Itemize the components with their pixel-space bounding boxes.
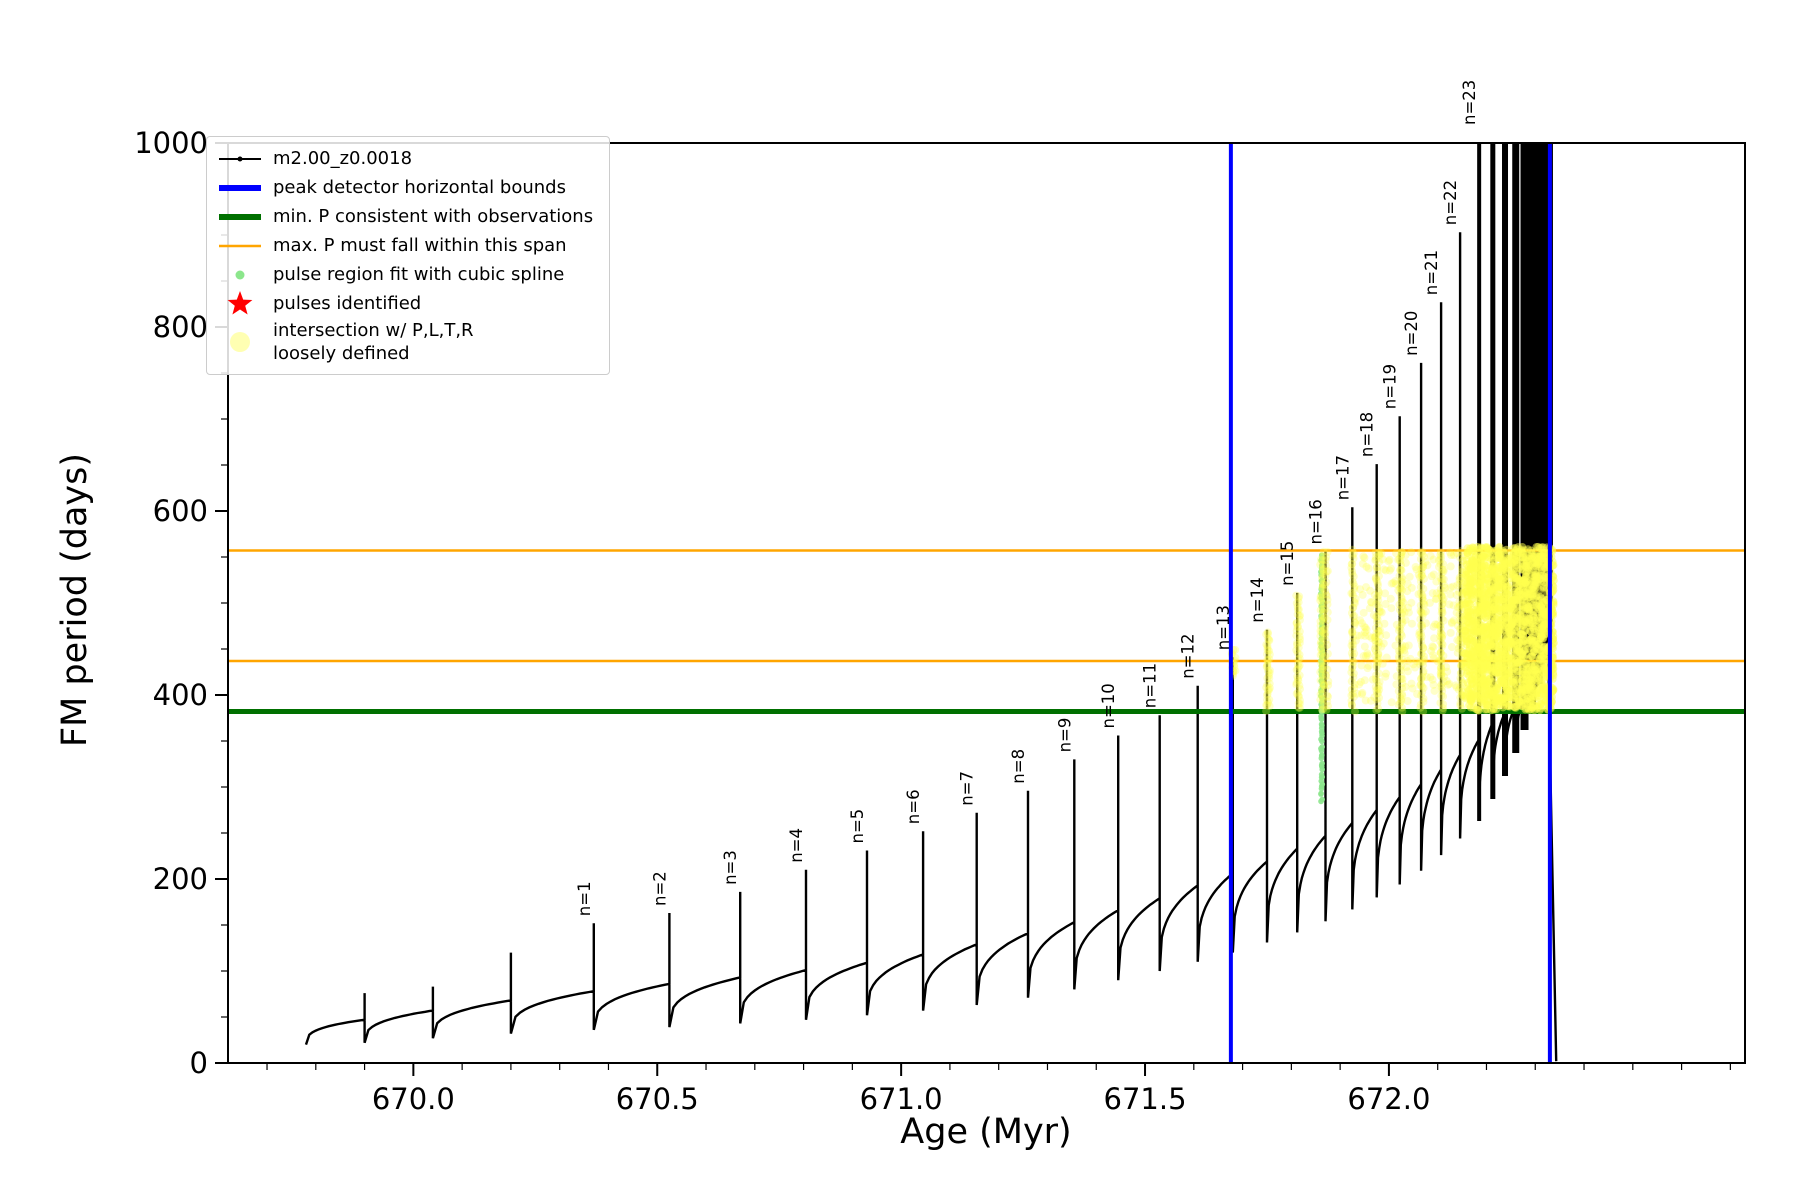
pulse-label: n=11 (1141, 663, 1160, 708)
star-legend-glyph (227, 291, 253, 315)
intersection-points (1227, 542, 1558, 716)
legend-label: peak detector horizontal bounds (273, 177, 566, 199)
pulse-labels: n=1 n=2 n=3 n=4 n=5 n=6 n=7 n=8 n=9 n=10 n=11 n=12 n… (575, 80, 1479, 916)
dot-small-legend-glyph (235, 270, 245, 280)
pulse-label: n=4 (787, 828, 806, 863)
line-legend-glyph (219, 244, 261, 248)
legend-item: max. P must fall within this span (217, 232, 593, 260)
legend-label: min. P consistent with observations (273, 206, 594, 228)
legend-item: pulse region fit with cubic spline (217, 261, 593, 289)
axis-tick-labels: 670.0 670.5 671.0 671.5 672.0 0 200 400 600 800 10… (134, 126, 1430, 1116)
pulse-label: n=21 (1422, 250, 1441, 295)
line-dot-legend-glyph (219, 156, 261, 162)
pulse-label: n=3 (721, 850, 740, 885)
plot-spines (227, 142, 1746, 1064)
x-tick-label: 671.5 (1104, 1082, 1187, 1116)
x-tick-label: 672.0 (1347, 1082, 1430, 1116)
pulse-label: n=20 (1402, 311, 1421, 356)
x-tick-label: 670.5 (616, 1082, 699, 1116)
y-tick-label: 600 (153, 494, 208, 528)
y-tick-label: 200 (153, 862, 208, 896)
pulse-label: n=18 (1358, 412, 1377, 457)
pulse-label: n=2 (650, 871, 669, 906)
pulse-label: n=17 (1333, 455, 1352, 500)
legend-label: m2.00_z0.0018 (273, 148, 413, 170)
y-tick-label: 800 (153, 310, 208, 344)
x-tick-label: 670.0 (372, 1082, 455, 1116)
legend-item: min. P consistent with observations (217, 203, 593, 231)
legend-label: pulses identified (273, 293, 422, 315)
y-tick-label: 0 (190, 1046, 208, 1080)
legend-item: intersection w/ P,L,T,R loosely defined (217, 319, 593, 366)
dot-large-legend-glyph (230, 332, 250, 353)
pulse-label: n=14 (1248, 577, 1267, 622)
thick-line-legend-glyph (219, 214, 261, 220)
legend-item: m2.00_z0.0018 (217, 145, 593, 173)
legend-item: pulses identified (217, 290, 593, 318)
thick-line-legend-glyph (219, 185, 261, 191)
series-line (304, 143, 1558, 1062)
pulse-label: n=15 (1278, 541, 1297, 586)
y-axis-label: FM period (days) (55, 453, 95, 747)
legend-label: max. P must fall within this span (273, 235, 567, 257)
legend-label: intersection w/ P,L,T,R loosely defined (273, 320, 474, 365)
y-tick-label: 1000 (134, 126, 208, 160)
pulse-label: n=8 (1009, 749, 1028, 784)
legend-item: peak detector horizontal bounds (217, 174, 593, 202)
pulse-label: n=23 (1460, 80, 1479, 125)
pulse-label: n=5 (848, 809, 867, 844)
pulse-label: n=22 (1441, 180, 1460, 225)
pulse-label: n=12 (1179, 634, 1198, 679)
pulse-label: n=13 (1214, 605, 1233, 650)
pulse-label: n=19 (1381, 364, 1400, 409)
legend-label-line2: loosely defined (273, 343, 410, 365)
pulse-label: n=10 (1099, 683, 1118, 728)
pulse-label: n=7 (958, 771, 977, 806)
pulse-label: n=16 (1307, 499, 1326, 544)
spline-fit-points (1318, 552, 1326, 805)
pulse-label: n=1 (575, 881, 594, 916)
x-axis-label: Age (Myr) (900, 1112, 1072, 1152)
x-tick-label: 671.0 (860, 1082, 943, 1116)
pulse-label: n=9 (1055, 718, 1074, 753)
legend-label: pulse region fit with cubic spline (273, 264, 565, 286)
y-tick-label: 400 (153, 678, 208, 712)
pulse-label: n=6 (904, 789, 923, 824)
peak-detector-bounds (1228, 143, 1552, 1063)
